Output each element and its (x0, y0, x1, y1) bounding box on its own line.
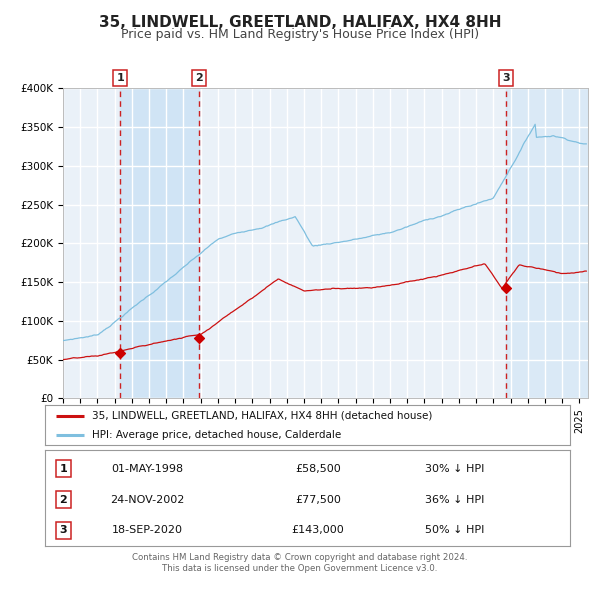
Text: HPI: Average price, detached house, Calderdale: HPI: Average price, detached house, Cald… (92, 430, 341, 440)
Text: Price paid vs. HM Land Registry's House Price Index (HPI): Price paid vs. HM Land Registry's House … (121, 28, 479, 41)
Text: 30% ↓ HPI: 30% ↓ HPI (425, 464, 484, 474)
Point (116, 348, 125, 358)
Text: 3: 3 (502, 73, 509, 83)
Text: 2: 2 (59, 494, 67, 504)
Text: 1: 1 (59, 464, 67, 474)
Text: 36% ↓ HPI: 36% ↓ HPI (425, 494, 484, 504)
Text: 1: 1 (116, 73, 124, 83)
Text: 3: 3 (59, 525, 67, 535)
Text: £143,000: £143,000 (292, 525, 344, 535)
Text: 01-MAY-1998: 01-MAY-1998 (112, 464, 184, 474)
Text: 35, LINDWELL, GREETLAND, HALIFAX, HX4 8HH (detached house): 35, LINDWELL, GREETLAND, HALIFAX, HX4 8H… (92, 411, 433, 421)
Bar (121, 88, 199, 398)
Text: 24-NOV-2002: 24-NOV-2002 (110, 494, 185, 504)
Text: Contains HM Land Registry data © Crown copyright and database right 2024.: Contains HM Land Registry data © Crown c… (132, 553, 468, 562)
Text: 50% ↓ HPI: 50% ↓ HPI (425, 525, 484, 535)
Text: £77,500: £77,500 (295, 494, 341, 504)
Point (501, 283, 511, 292)
Text: This data is licensed under the Open Government Licence v3.0.: This data is licensed under the Open Gov… (163, 564, 437, 573)
Text: 35, LINDWELL, GREETLAND, HALIFAX, HX4 8HH: 35, LINDWELL, GREETLAND, HALIFAX, HX4 8H… (99, 15, 501, 30)
Text: 2: 2 (195, 73, 203, 83)
Text: 18-SEP-2020: 18-SEP-2020 (112, 525, 183, 535)
Point (194, 333, 204, 343)
Text: £58,500: £58,500 (295, 464, 341, 474)
Bar (506, 88, 588, 398)
